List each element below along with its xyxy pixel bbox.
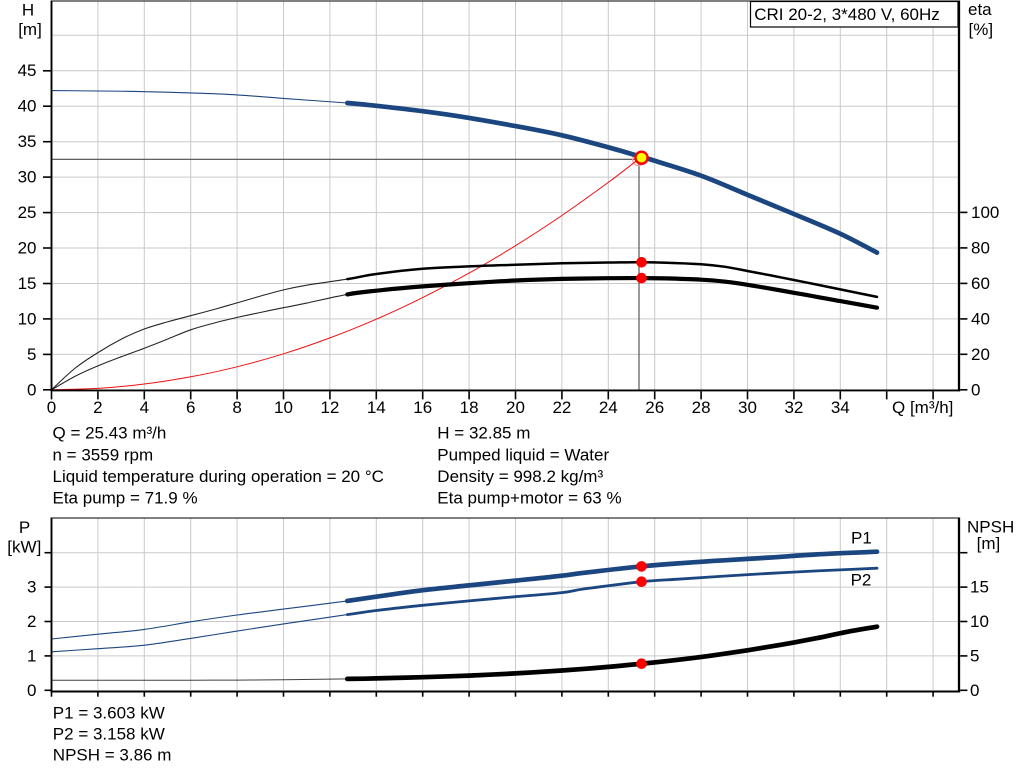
svg-text:2: 2 xyxy=(93,398,102,417)
svg-text:40: 40 xyxy=(18,97,37,116)
svg-text:[m]: [m] xyxy=(977,534,1001,553)
svg-text:15: 15 xyxy=(18,274,37,293)
svg-text:35: 35 xyxy=(18,132,37,151)
svg-text:H: H xyxy=(22,1,34,20)
svg-text:40: 40 xyxy=(971,309,990,328)
svg-text:Density = 998.2 kg/m³: Density = 998.2 kg/m³ xyxy=(437,467,603,486)
svg-text:eta: eta xyxy=(968,0,992,19)
svg-text:0: 0 xyxy=(27,380,36,399)
svg-text:0: 0 xyxy=(47,398,56,417)
svg-text:30: 30 xyxy=(738,398,757,417)
svg-text:8: 8 xyxy=(232,398,241,417)
svg-text:22: 22 xyxy=(552,398,571,417)
svg-text:20: 20 xyxy=(971,345,990,364)
svg-text:6: 6 xyxy=(186,398,195,417)
svg-text:34: 34 xyxy=(831,398,850,417)
svg-text:12: 12 xyxy=(320,398,339,417)
svg-text:P1 = 3.603 kW: P1 = 3.603 kW xyxy=(53,703,165,722)
svg-text:18: 18 xyxy=(460,398,479,417)
svg-text:60: 60 xyxy=(971,274,990,293)
svg-text:0: 0 xyxy=(27,681,36,700)
svg-text:CRI 20-2, 3*480 V, 60Hz: CRI 20-2, 3*480 V, 60Hz xyxy=(754,5,940,24)
svg-text:Q = 25.43 m³/h: Q = 25.43 m³/h xyxy=(53,424,167,443)
svg-text:20: 20 xyxy=(18,239,37,258)
svg-text:16: 16 xyxy=(413,398,432,417)
svg-text:[m]: [m] xyxy=(18,20,42,39)
svg-text:3: 3 xyxy=(27,578,36,597)
svg-text:Q [m³/h]: Q [m³/h] xyxy=(892,398,953,417)
svg-text:P1: P1 xyxy=(851,529,872,548)
svg-text:H = 32.85 m: H = 32.85 m xyxy=(437,424,530,443)
svg-text:14: 14 xyxy=(367,398,386,417)
svg-text:20: 20 xyxy=(506,398,525,417)
svg-text:5: 5 xyxy=(27,345,36,364)
svg-text:80: 80 xyxy=(971,238,990,257)
svg-text:24: 24 xyxy=(599,398,618,417)
svg-text:Eta pump = 71.9 %: Eta pump = 71.9 % xyxy=(53,489,198,508)
svg-text:100: 100 xyxy=(971,203,999,222)
svg-text:30: 30 xyxy=(18,168,37,187)
svg-text:P2 = 3.158 kW: P2 = 3.158 kW xyxy=(53,725,165,744)
svg-text:45: 45 xyxy=(18,61,37,80)
svg-text:32: 32 xyxy=(784,398,803,417)
svg-text:n = 3559 rpm: n = 3559 rpm xyxy=(53,445,154,464)
svg-text:10: 10 xyxy=(274,398,293,417)
svg-text:2: 2 xyxy=(27,612,36,631)
svg-text:15: 15 xyxy=(970,578,989,597)
svg-text:Eta pump+motor = 63 %: Eta pump+motor = 63 % xyxy=(437,489,621,508)
svg-text:0: 0 xyxy=(970,681,979,700)
svg-text:NPSH: NPSH xyxy=(967,518,1014,537)
svg-text:0: 0 xyxy=(971,380,980,399)
svg-text:4: 4 xyxy=(140,398,149,417)
svg-text:[kW]: [kW] xyxy=(7,537,41,556)
svg-text:P2: P2 xyxy=(851,571,872,590)
svg-text:1: 1 xyxy=(27,646,36,665)
svg-text:25: 25 xyxy=(18,203,37,222)
svg-text:10: 10 xyxy=(18,309,37,328)
svg-text:NPSH = 3.86 m: NPSH = 3.86 m xyxy=(53,746,172,765)
svg-text:[%]: [%] xyxy=(969,20,994,39)
svg-text:28: 28 xyxy=(692,398,711,417)
svg-text:5: 5 xyxy=(970,646,979,665)
svg-text:Liquid temperature during oper: Liquid temperature during operation = 20… xyxy=(53,467,384,486)
svg-text:P: P xyxy=(19,518,30,537)
svg-text:Pumped liquid = Water: Pumped liquid = Water xyxy=(437,445,609,464)
svg-text:26: 26 xyxy=(645,398,664,417)
svg-text:10: 10 xyxy=(970,612,989,631)
